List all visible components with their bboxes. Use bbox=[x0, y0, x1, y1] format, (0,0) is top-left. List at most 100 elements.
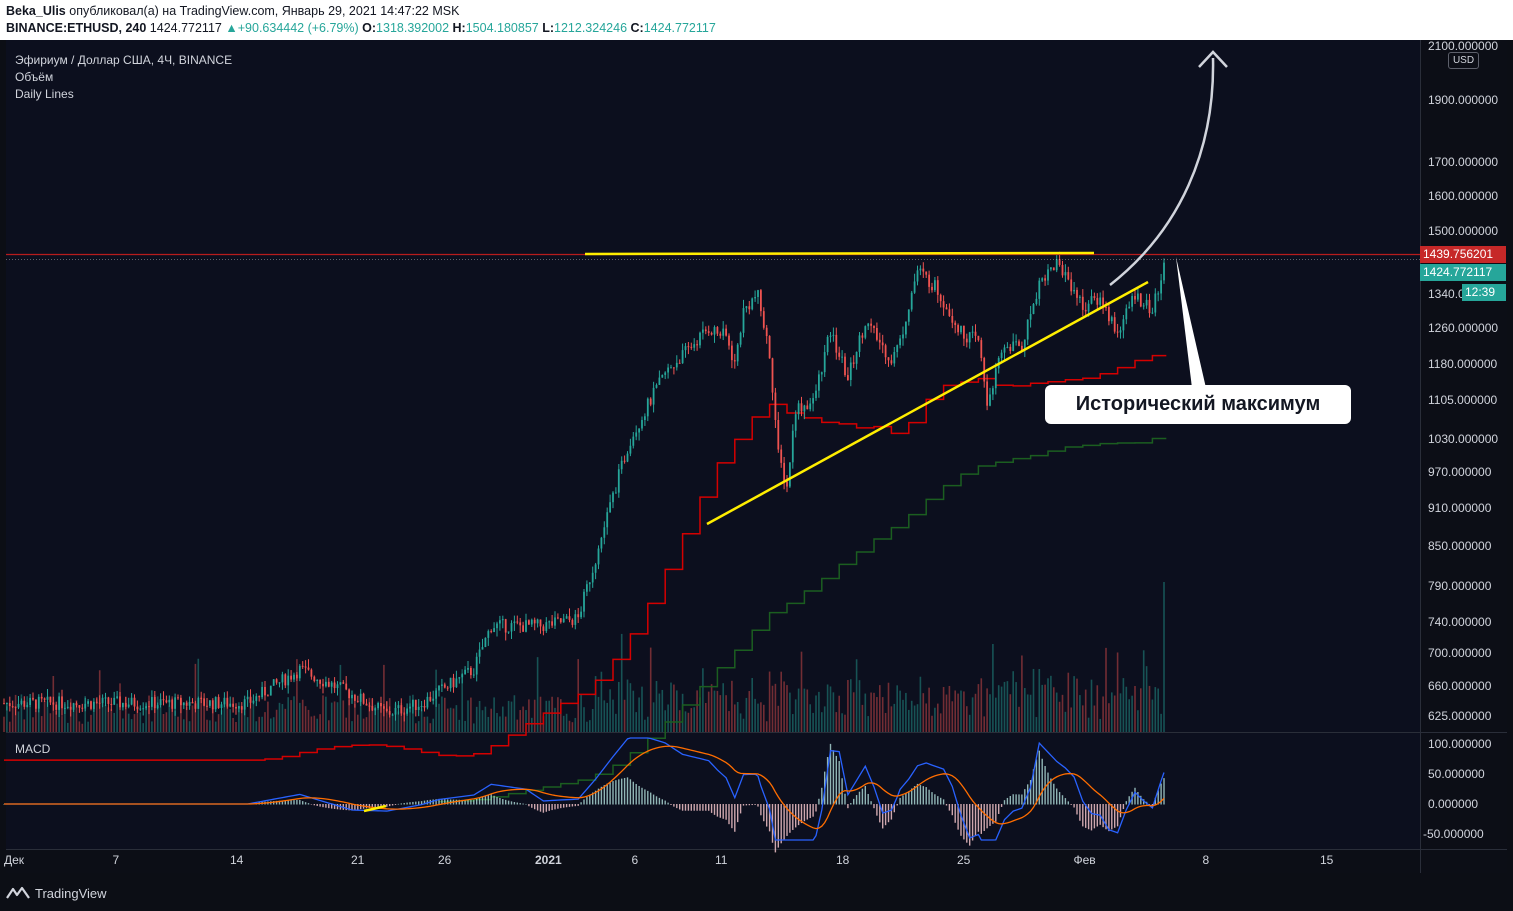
volume-bar bbox=[525, 710, 527, 732]
candle-body bbox=[1047, 269, 1049, 281]
candle-body bbox=[620, 460, 623, 470]
candle-body bbox=[1131, 296, 1133, 307]
candle-body bbox=[641, 420, 643, 429]
volume-bar bbox=[214, 721, 217, 732]
candle-body bbox=[1108, 307, 1110, 322]
volume-bar bbox=[647, 716, 649, 732]
macd-histogram-bar bbox=[322, 804, 324, 808]
volume-bar bbox=[96, 697, 98, 732]
last-price-tag: 1424.772117 bbox=[1420, 264, 1506, 281]
published-text: опубликовал(а) на TradingView.com, Январ… bbox=[69, 4, 460, 18]
volume-bar bbox=[980, 678, 983, 732]
macd-histogram-bar bbox=[1102, 804, 1104, 828]
currency-button[interactable]: USD bbox=[1448, 52, 1479, 69]
volume-bar bbox=[301, 699, 304, 732]
volume-bar bbox=[3, 716, 5, 732]
time-tick-label: Дек bbox=[4, 853, 25, 867]
daily-lines-legend[interactable]: Daily Lines bbox=[15, 87, 74, 101]
macd-histogram-bar bbox=[583, 799, 585, 805]
candle-body bbox=[977, 335, 980, 341]
macd-histogram-bar bbox=[1105, 804, 1107, 830]
volume-bar bbox=[519, 710, 521, 732]
macd-histogram-bar bbox=[1137, 792, 1139, 805]
all-time-high-callout[interactable]: Исторический максимум bbox=[1045, 385, 1351, 424]
volume-bar bbox=[1006, 681, 1009, 732]
volume-bar bbox=[504, 716, 507, 732]
macd-histogram-bar bbox=[560, 804, 562, 809]
volume-bar bbox=[293, 696, 295, 732]
volume-bar bbox=[847, 680, 849, 732]
price-tick-label: 970.000000 bbox=[1428, 465, 1492, 479]
candle-body bbox=[124, 702, 127, 707]
candle-body bbox=[246, 696, 249, 700]
macd-histogram-bar bbox=[708, 804, 710, 811]
candle-body bbox=[168, 699, 171, 703]
volume-bar bbox=[72, 709, 75, 732]
volume-bar bbox=[626, 679, 629, 732]
volume-bar bbox=[156, 696, 159, 732]
macd-histogram-bar bbox=[835, 755, 837, 805]
volume-bar bbox=[989, 694, 991, 732]
candle-body bbox=[180, 697, 182, 706]
candle-body bbox=[310, 669, 313, 677]
volume-bar bbox=[101, 702, 104, 732]
volume-bar bbox=[586, 721, 588, 732]
volume-bar bbox=[432, 718, 434, 732]
candle-body bbox=[1096, 298, 1099, 305]
volume-bar bbox=[910, 700, 913, 732]
ascending-trendline[interactable] bbox=[706, 280, 1149, 526]
candle-body bbox=[6, 703, 8, 705]
macd-histogram-bar bbox=[548, 804, 550, 811]
macd-histogram-bar bbox=[551, 804, 553, 811]
macd-histogram-bar bbox=[354, 804, 356, 810]
price-tick-label: 1500.000000 bbox=[1428, 224, 1499, 238]
candle-body bbox=[768, 336, 771, 359]
candle-body bbox=[26, 705, 29, 707]
volume-bar bbox=[1090, 679, 1093, 732]
author-name[interactable]: Beka_Ulis bbox=[6, 4, 66, 18]
volume-legend[interactable]: Объём bbox=[15, 70, 54, 84]
volume-bar bbox=[1058, 701, 1061, 732]
volume-bar bbox=[792, 714, 794, 732]
volume-bar bbox=[966, 706, 968, 732]
candle-body bbox=[20, 700, 23, 704]
candle-body bbox=[37, 696, 40, 709]
high-value: 1504.180857 bbox=[465, 21, 539, 35]
volume-bar bbox=[916, 704, 919, 732]
candle-body bbox=[838, 352, 841, 357]
tradingview-brand[interactable]: TradingView bbox=[6, 883, 107, 903]
macd-histogram-bar bbox=[974, 804, 977, 836]
macd-histogram-bar bbox=[1122, 804, 1125, 810]
volume-bar bbox=[934, 707, 936, 732]
volume-bar bbox=[40, 716, 43, 732]
breakout-arrow[interactable] bbox=[1109, 57, 1215, 286]
candle-body bbox=[588, 582, 591, 585]
candle-body bbox=[475, 656, 478, 675]
volume-bar bbox=[583, 707, 585, 732]
candle-body bbox=[162, 699, 165, 701]
close-label: C: bbox=[630, 21, 644, 35]
macd-histogram-bar bbox=[1099, 804, 1101, 825]
candle-body bbox=[95, 701, 98, 703]
close-value: 1424.772117 bbox=[643, 21, 716, 35]
macd-histogram-bar bbox=[606, 783, 608, 805]
symbol-legend[interactable]: Эфириум / Доллар США, 4Ч, BINANCE bbox=[15, 53, 233, 67]
volume-bar bbox=[829, 686, 832, 732]
macd-histogram-bar bbox=[832, 750, 835, 805]
horizontal-resistance-drawing[interactable] bbox=[584, 251, 1095, 256]
volume-bar bbox=[127, 713, 130, 732]
macd-histogram-bar bbox=[1070, 804, 1072, 805]
volume-bar bbox=[1151, 699, 1154, 732]
daily-line-slow bbox=[439, 437, 1167, 803]
volume-bar bbox=[841, 713, 843, 732]
candle-body bbox=[736, 344, 739, 362]
macd-trendline[interactable] bbox=[363, 804, 387, 813]
volume-bar bbox=[765, 721, 768, 732]
candle-body bbox=[606, 512, 609, 528]
macd-legend[interactable]: MACD bbox=[15, 742, 51, 756]
volume-bar bbox=[823, 706, 826, 732]
macd-tick-label: 50.000000 bbox=[1428, 767, 1485, 781]
volume-bar bbox=[252, 700, 255, 732]
volume-bar bbox=[745, 697, 748, 732]
